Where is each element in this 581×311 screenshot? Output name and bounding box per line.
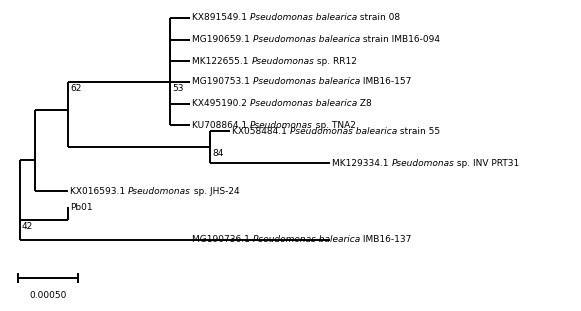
Text: MK129334.1: MK129334.1 [332,159,392,168]
Text: Pseudomonas balearica: Pseudomonas balearica [250,13,357,22]
Text: Pb01: Pb01 [70,202,92,211]
Text: Pseudomonas balearica: Pseudomonas balearica [253,35,360,44]
Text: sp. RR12: sp. RR12 [314,57,357,66]
Text: sp. JHS-24: sp. JHS-24 [191,187,239,196]
Text: sp. TNA2: sp. TNA2 [313,120,356,129]
Text: 84: 84 [212,149,223,158]
Text: Pseudomonas: Pseudomonas [128,187,191,196]
Text: 62: 62 [70,84,81,93]
Text: 53: 53 [172,84,184,93]
Text: Pseudomonas balearica: Pseudomonas balearica [253,77,360,86]
Text: 0.00050: 0.00050 [29,291,67,300]
Text: strain 08: strain 08 [357,13,400,22]
Text: KX891549.1: KX891549.1 [192,13,250,22]
Text: IMB16-157: IMB16-157 [360,77,411,86]
Text: Z8: Z8 [357,100,372,109]
Text: strain IMB16-094: strain IMB16-094 [360,35,440,44]
Text: Pseudomonas: Pseudomonas [252,57,314,66]
Text: MG190753.1: MG190753.1 [192,77,253,86]
Text: strain 55: strain 55 [397,127,440,136]
Text: Pseudomonas balearica: Pseudomonas balearica [250,100,357,109]
Text: Pseudomonas: Pseudomonas [392,159,454,168]
Text: IMB16-137: IMB16-137 [360,235,411,244]
Text: KX058484.1: KX058484.1 [232,127,290,136]
Text: 42: 42 [22,222,33,231]
Text: MK122655.1: MK122655.1 [192,57,252,66]
Text: KX016593.1: KX016593.1 [70,187,128,196]
Text: Pseudomonas: Pseudomonas [250,120,313,129]
Text: KU708864.1: KU708864.1 [192,120,250,129]
Text: sp. INV PRT31: sp. INV PRT31 [454,159,519,168]
Text: MG190659.1: MG190659.1 [192,35,253,44]
Text: Pseudomonas balearica: Pseudomonas balearica [253,235,360,244]
Text: KX495190.2: KX495190.2 [192,100,250,109]
Text: MG190736.1: MG190736.1 [192,235,253,244]
Text: Pseudomonas balearica: Pseudomonas balearica [290,127,397,136]
